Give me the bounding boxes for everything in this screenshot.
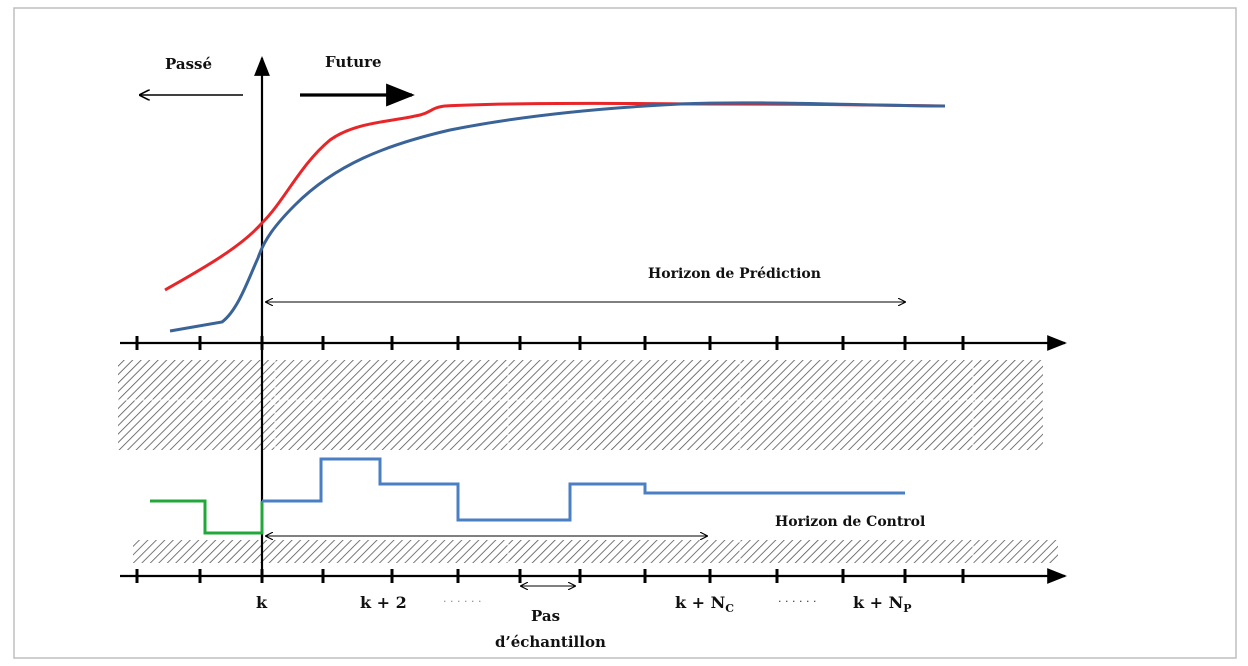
upper-axis-ticks (135, 336, 965, 350)
control-horizon-label: Horizon de Control (775, 514, 925, 530)
past-label: Passé (165, 55, 212, 73)
predicted-output-curve (169, 101, 946, 333)
future-label: Future (325, 53, 382, 71)
label-ellipsis-2: · · · · · · (778, 595, 816, 608)
lower-axis-ticks (135, 569, 965, 583)
label-k-plus-nc-sub: C (725, 602, 734, 615)
lower-hatched-band (133, 540, 1058, 563)
future-control-signal (262, 457, 905, 522)
label-k-plus-np: k + NP (853, 593, 912, 615)
upper-hatched-band (118, 360, 1043, 450)
label-k-plus-2: k + 2 (360, 593, 407, 612)
past-control-signal (150, 499, 264, 535)
label-k-plus-nc: k + NC (675, 593, 734, 615)
sample-step-label-2: d’échantillon (495, 633, 606, 651)
label-k-plus-nc-main: k + N (675, 593, 725, 612)
label-k-plus-np-sub: P (903, 602, 911, 615)
prediction-horizon-label: Horizon de Prédiction (648, 266, 821, 282)
sample-step-label-1: Pas (531, 607, 560, 625)
label-k: k (256, 593, 268, 612)
figure-frame (13, 7, 1237, 659)
label-k-plus-np-main: k + N (853, 593, 903, 612)
reference-curve (164, 101, 946, 292)
label-ellipsis-1: · · · · · · (443, 595, 481, 608)
